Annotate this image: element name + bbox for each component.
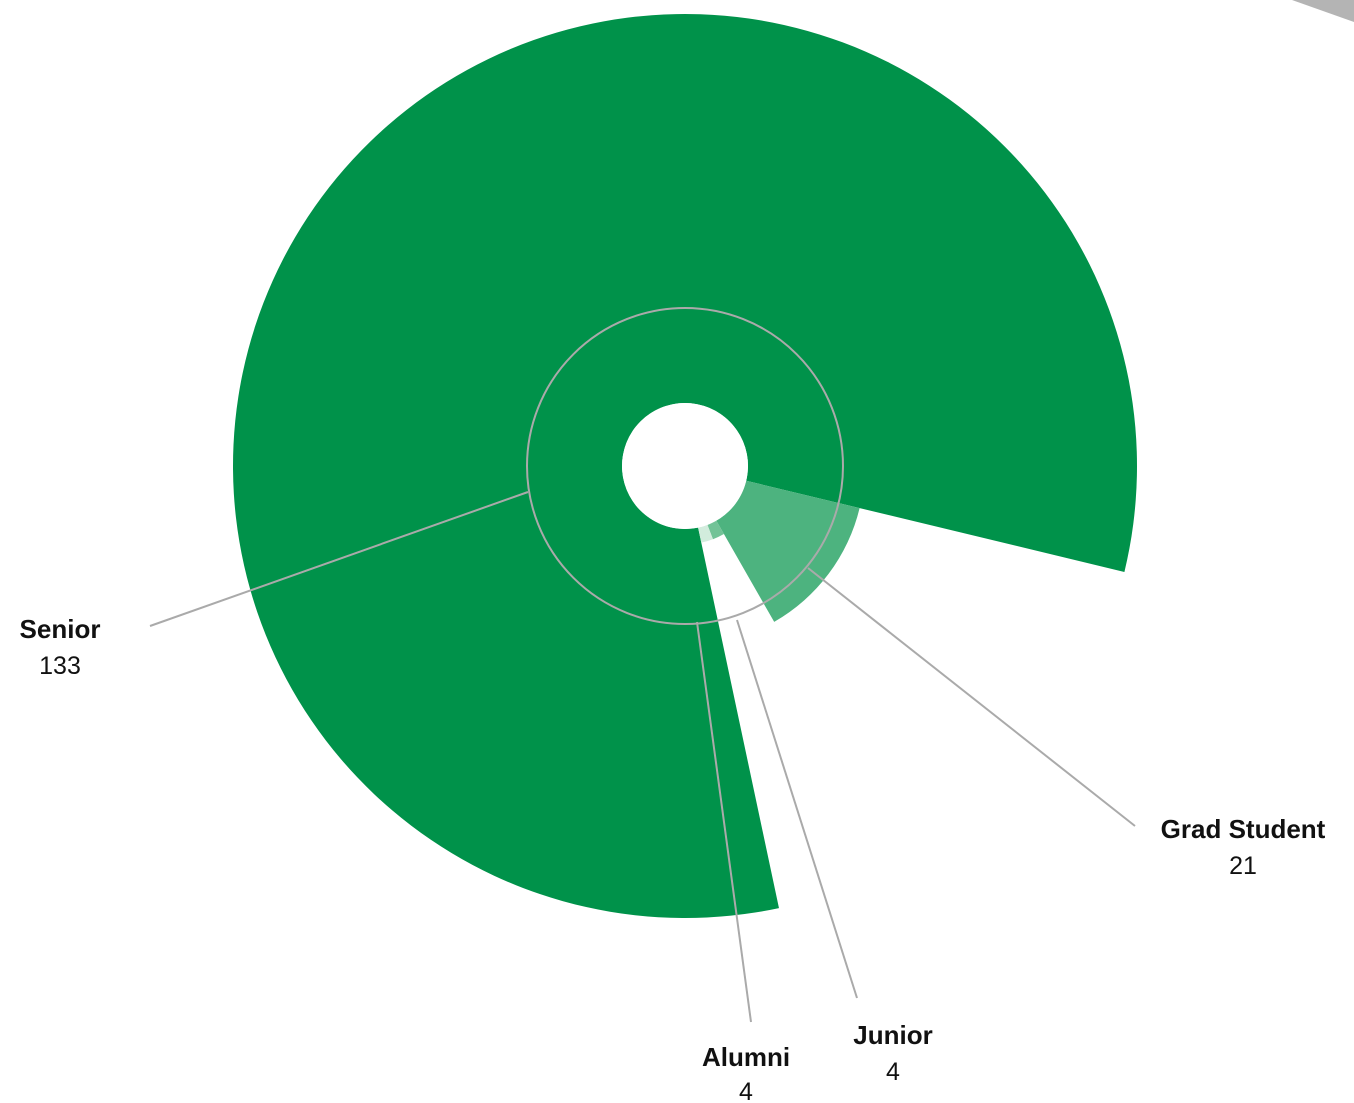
label-grad-student[interactable]: Grad Student 21 — [1161, 814, 1326, 880]
reference-ring — [526, 307, 844, 625]
label-alumni-name: Alumni — [702, 1042, 790, 1072]
slice-grad-student[interactable] — [716, 480, 860, 622]
corner-decoration — [1292, 0, 1354, 22]
label-alumni[interactable]: Alumni 4 — [702, 1042, 790, 1103]
slice-senior[interactable] — [233, 13, 1138, 918]
label-junior-name: Junior — [853, 1020, 932, 1050]
label-junior-value: 4 — [886, 1058, 900, 1086]
leader-line-senior — [149, 491, 529, 627]
label-senior-name: Senior — [20, 614, 101, 644]
slice-alumni[interactable] — [698, 524, 713, 543]
label-senior-value: 133 — [39, 652, 81, 680]
center-hole — [622, 403, 748, 529]
leader-lines — [149, 491, 1136, 1023]
label-alumni-value: 4 — [739, 1078, 753, 1103]
label-senior[interactable]: Senior 133 — [20, 614, 101, 680]
leader-line-alumni — [696, 621, 752, 1023]
slice-junior[interactable] — [707, 520, 724, 540]
label-grad-student-value: 21 — [1229, 852, 1257, 880]
leader-line-grad-student — [807, 567, 1136, 827]
slices-group — [233, 13, 1138, 918]
label-junior[interactable]: Junior 4 — [853, 1020, 932, 1086]
label-grad-student-name: Grad Student — [1161, 814, 1326, 844]
leader-line-junior — [736, 619, 858, 999]
